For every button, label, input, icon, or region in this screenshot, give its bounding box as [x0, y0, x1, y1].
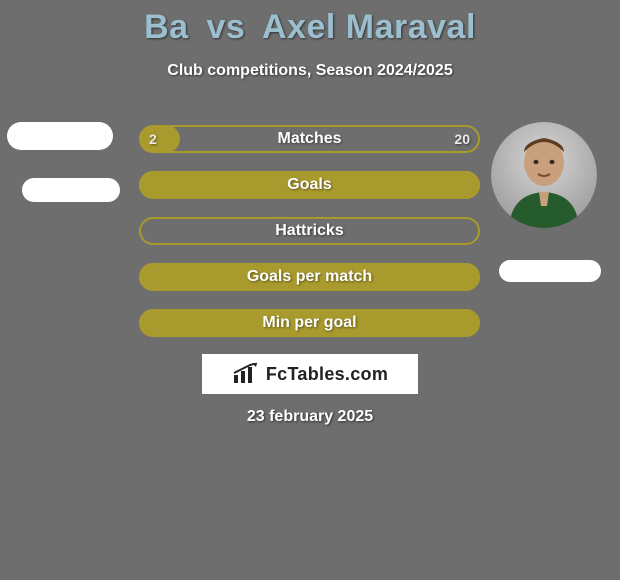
title-player-left: Ba — [144, 8, 188, 46]
bar-value-right: 20 — [454, 125, 470, 153]
title-vs: vs — [207, 8, 246, 46]
watermark: FcTables.com — [202, 354, 418, 394]
date-line: 23 february 2025 — [0, 408, 620, 426]
subtitle: Club competitions, Season 2024/2025 — [0, 62, 620, 80]
bar-mpg: Min per goal — [139, 309, 480, 337]
comparison-bars: Matches2 20 Goals Hattricks Goals per match M… — [139, 125, 480, 355]
bar-label: Goals — [139, 171, 480, 199]
player-left-secondary-pill — [22, 178, 120, 202]
player-right-secondary-pill — [499, 260, 601, 282]
bar-goals: Goals — [139, 171, 480, 199]
bar-hattricks: Hattricks — [139, 217, 480, 245]
chart-icon — [232, 363, 260, 385]
bar-value-left: 2 — [149, 125, 157, 153]
bar-label: Matches — [139, 125, 480, 153]
bar-gpm: Goals per match — [139, 263, 480, 291]
bar-label: Hattricks — [139, 217, 480, 245]
avatar-icon — [491, 122, 597, 228]
title-player-right: Axel Maraval — [262, 8, 476, 46]
page-title: Ba vs Axel Maraval — [0, 8, 620, 47]
bar-matches: Matches2 20 — [139, 125, 480, 153]
bar-label: Min per goal — [139, 309, 480, 337]
comparison-card: Ba vs Axel Maraval Club competitions, Se… — [0, 0, 620, 580]
bar-label: Goals per match — [139, 263, 480, 291]
watermark-text: FcTables.com — [266, 364, 388, 385]
player-right-avatar — [491, 122, 597, 228]
player-left-avatar-placeholder — [7, 122, 113, 150]
